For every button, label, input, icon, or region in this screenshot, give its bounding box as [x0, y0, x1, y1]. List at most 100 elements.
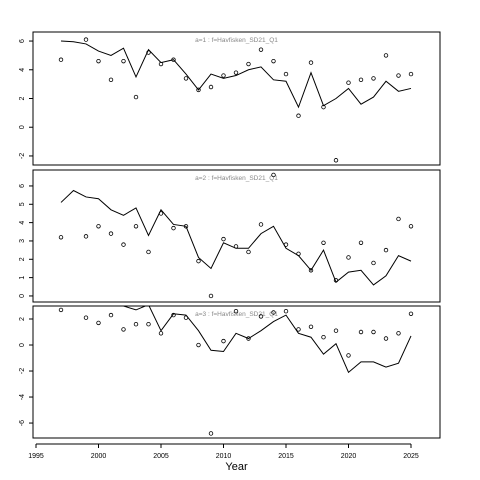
y-tick-label: -4 [19, 394, 26, 400]
y-tick-label: 4 [19, 68, 26, 72]
y-tick-label: 1 [19, 276, 26, 280]
data-point [346, 255, 351, 260]
data-point [221, 338, 226, 344]
y-tick-label: 0 [19, 294, 26, 298]
data-point [208, 431, 214, 436]
data-point [346, 353, 351, 358]
series-line [60, 40, 412, 109]
data-point [371, 76, 376, 81]
data-point [146, 249, 151, 255]
data-point [96, 320, 101, 326]
data-point [146, 322, 151, 327]
data-point [321, 104, 326, 110]
data-point [133, 224, 139, 229]
x-tick-label: 2000 [91, 453, 107, 460]
data-point [296, 251, 301, 256]
data-point [271, 310, 276, 315]
data-point [271, 172, 276, 178]
data-point [271, 58, 276, 64]
panel-frame [32, 305, 441, 439]
data-point [358, 240, 364, 245]
data-point [358, 77, 364, 83]
data-point [371, 260, 376, 266]
data-point [158, 61, 164, 67]
plot-area [58, 306, 414, 436]
data-point [183, 224, 189, 229]
y-tick-label: 3 [19, 239, 26, 243]
data-point [383, 53, 389, 58]
y-tick-label: -6 [19, 420, 26, 426]
y-tick-label: 6 [19, 39, 26, 43]
data-point [83, 234, 89, 239]
data-point [296, 327, 301, 332]
data-point [196, 258, 201, 264]
data-point [208, 84, 214, 90]
data-point [246, 336, 251, 341]
data-point [158, 211, 164, 216]
data-point [296, 113, 301, 118]
data-point [108, 77, 114, 83]
data-point [246, 61, 251, 67]
x-tick-label: 2015 [278, 453, 294, 460]
panel-title: a=3 : f=Havfisken_SD21_Q1 [195, 311, 278, 318]
data-point [396, 73, 401, 78]
data-point [121, 242, 126, 247]
data-point [258, 222, 264, 227]
x-tick-label: 1995 [28, 453, 44, 460]
data-point [121, 58, 126, 64]
data-point [308, 324, 314, 330]
data-point [333, 328, 339, 333]
y-tick-label: 2 [19, 257, 26, 261]
x-tick-label: 2010 [216, 453, 232, 460]
data-point [308, 268, 314, 273]
data-point [221, 73, 226, 78]
data-point [183, 315, 189, 320]
y-tick-label: 6 [19, 184, 26, 188]
data-point [258, 47, 264, 52]
series-line [60, 189, 412, 286]
data-point [58, 57, 64, 62]
data-point [58, 307, 64, 313]
panel-title: a=1 : f=Havfisken_SD21_Q1 [195, 37, 278, 44]
y-tick-label: 0 [19, 125, 26, 129]
data-point [358, 329, 364, 335]
x-tick-label: 2025 [403, 453, 419, 460]
y-tick-label: -2 [19, 368, 26, 374]
data-point [196, 342, 201, 348]
data-point [246, 249, 251, 255]
y-tick-label: -2 [19, 153, 26, 159]
panel-title: a=2 : f=Havfisken_SD21_Q1 [195, 175, 278, 182]
data-point [371, 329, 376, 335]
data-point [283, 242, 289, 247]
data-point [83, 37, 89, 42]
data-point [333, 278, 339, 283]
data-point [233, 70, 239, 75]
data-point [208, 293, 214, 299]
data-point [258, 314, 264, 319]
data-point [83, 315, 89, 320]
data-point [396, 216, 401, 222]
data-point [108, 231, 114, 236]
x-axis-label: Year [225, 461, 248, 473]
series-line [123, 306, 412, 374]
y-tick-label: 0 [19, 343, 26, 347]
data-point [146, 50, 151, 55]
data-point [383, 247, 389, 253]
panel-frame [32, 31, 441, 166]
data-point [183, 76, 189, 81]
data-point [121, 327, 126, 332]
data-point [233, 309, 239, 314]
data-point [221, 236, 226, 242]
data-point [133, 94, 139, 100]
data-point [133, 322, 139, 327]
data-point [233, 244, 239, 249]
data-point [408, 71, 414, 77]
data-point [321, 335, 326, 340]
x-tick-label: 2020 [341, 453, 357, 460]
data-point [396, 331, 401, 336]
y-tick-label: 2 [19, 96, 26, 100]
data-point [171, 225, 176, 231]
data-point [58, 235, 64, 240]
panel-frame [32, 169, 441, 303]
